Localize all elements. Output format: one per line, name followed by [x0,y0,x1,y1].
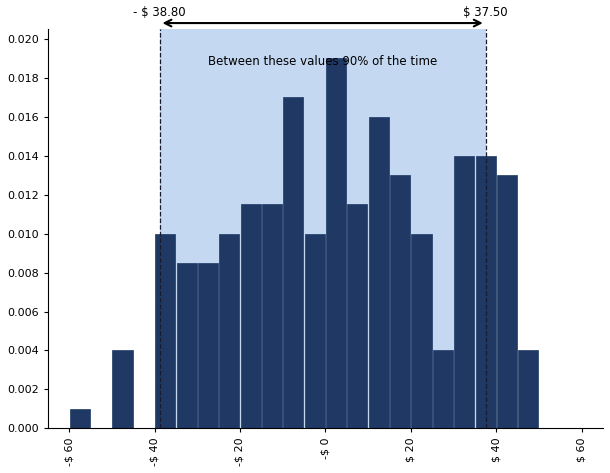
Bar [155,234,175,429]
Bar [262,204,282,429]
Bar [433,350,453,429]
Bar [476,156,495,429]
Bar [412,234,431,429]
Bar [454,156,474,429]
Bar [219,234,239,429]
Bar [240,204,260,429]
Bar [518,350,539,429]
Bar [176,263,196,429]
Bar [198,263,218,429]
Text: Between these values 90% of the time: Between these values 90% of the time [208,55,437,68]
Bar [326,58,346,429]
Bar [70,409,90,429]
Bar [112,350,132,429]
Bar [304,234,325,429]
Bar [283,97,303,429]
Bar [369,117,389,429]
Bar [160,29,486,429]
Bar [347,204,367,429]
Bar [497,175,517,429]
Text: $ 37.50: $ 37.50 [463,6,508,19]
Text: - $ 38.80: - $ 38.80 [134,6,186,19]
Bar [390,175,410,429]
